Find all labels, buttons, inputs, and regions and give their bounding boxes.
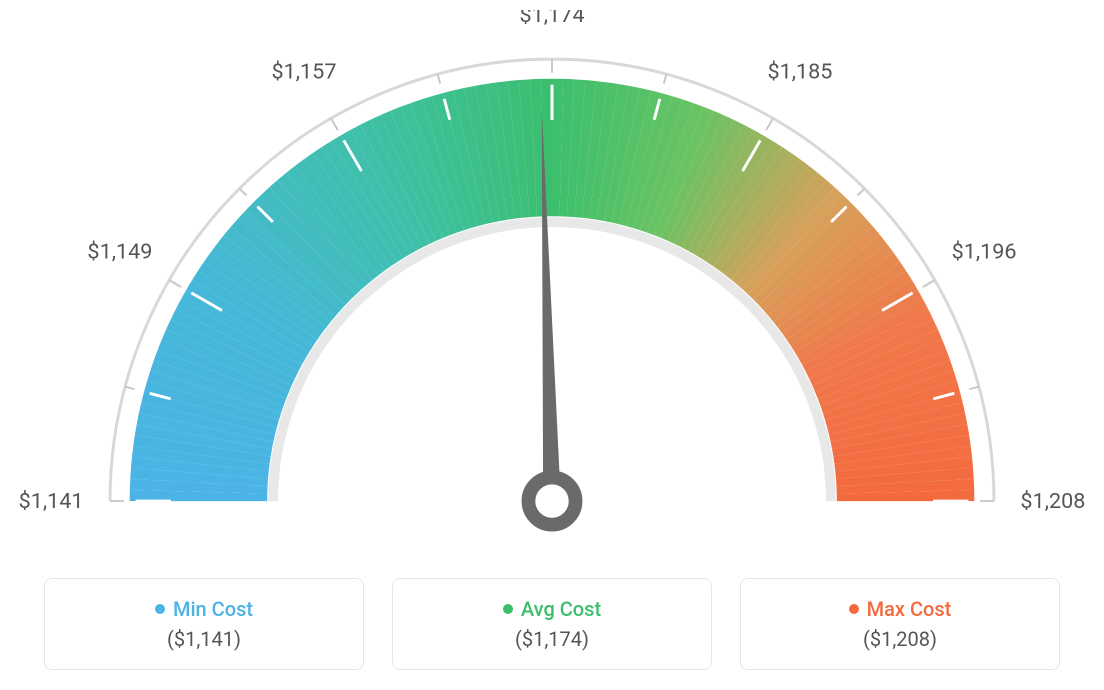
svg-text:$1,141: $1,141 [19,489,84,514]
dot-icon [155,604,165,614]
legend-card-avg: Avg Cost ($1,174) [392,578,712,670]
legend-card-min: Min Cost ($1,141) [44,578,364,670]
legend-max-text: Max Cost [867,597,952,621]
legend-label-min: Min Cost [65,597,343,621]
dot-icon [503,604,513,614]
legend-avg-value: ($1,174) [413,627,691,651]
svg-text:$1,157: $1,157 [272,59,337,84]
svg-text:$1,174: $1,174 [520,10,585,28]
legend-label-avg: Avg Cost [413,597,691,621]
legend-max-value: ($1,208) [761,627,1039,651]
legend-row: Min Cost ($1,141) Avg Cost ($1,174) Max … [0,578,1104,670]
gauge-chart: $1,141 $1,149 $1,157 $1,174 $1,185 $1,196 $1,2… [0,10,1104,560]
legend-label-max: Max Cost [761,597,1039,621]
legend-avg-text: Avg Cost [521,597,601,621]
legend-card-max: Max Cost ($1,208) [740,578,1060,670]
legend-min-text: Min Cost [173,597,253,621]
legend-min-value: ($1,141) [65,627,343,651]
svg-text:$1,208: $1,208 [1020,489,1085,514]
svg-text:$1,149: $1,149 [87,239,152,264]
svg-text:$1,196: $1,196 [952,239,1017,264]
gauge-svg: $1,141 $1,149 $1,157 $1,174 $1,185 $1,196 $1,2… [0,10,1104,560]
svg-text:$1,185: $1,185 [768,59,833,84]
dot-icon [849,604,859,614]
